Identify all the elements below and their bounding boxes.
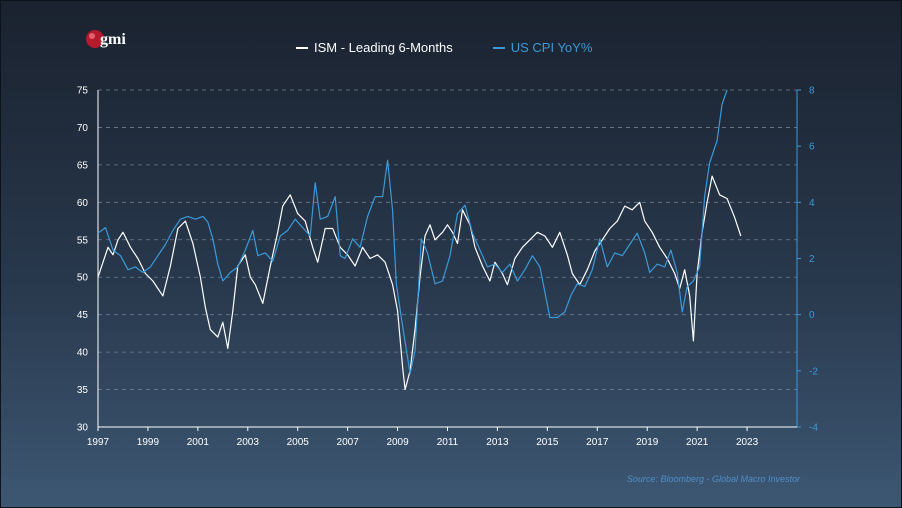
x-tick-label: 2021 (686, 437, 709, 448)
legend-label-cpi: US CPI YoY% (510, 40, 593, 55)
y-right-tick-label: -4 (809, 423, 818, 434)
legend-label-ism: ISM - Leading 6-Months (314, 40, 453, 55)
y-left-tick-label: 55 (77, 235, 89, 246)
y-right-tick-label: 0 (809, 310, 815, 321)
source-note: Source: Bloomberg - Global Macro Investo… (626, 474, 800, 484)
y-left-tick-label: 70 (77, 123, 89, 134)
x-tick-label: 2013 (486, 437, 509, 448)
y-right-tick-label: 6 (809, 142, 815, 153)
x-tick-label: 2005 (287, 437, 310, 448)
x-tick-label: 2019 (636, 437, 659, 448)
y-right-tick-label: -2 (809, 366, 818, 377)
x-tick-label: 2017 (586, 437, 609, 448)
y-right-tick-label: 2 (809, 254, 815, 265)
x-tick-label: 2003 (237, 437, 260, 448)
x-tick-label: 2015 (536, 437, 559, 448)
legend: ISM - Leading 6-Months US CPI YoY% (296, 40, 592, 55)
x-tick-label: 2007 (337, 437, 360, 448)
x-tick-label: 1997 (87, 437, 110, 448)
logo-text: gmi (100, 31, 126, 48)
x-tick-label: 2001 (187, 437, 210, 448)
y-left-tick-label: 40 (77, 348, 89, 359)
y-left-tick-label: 35 (77, 385, 89, 396)
y-right-tick-label: 4 (809, 198, 815, 209)
y-left-tick-label: 30 (77, 423, 89, 434)
y-right-tick-label: 8 (809, 86, 815, 97)
y-left-tick-label: 60 (77, 198, 89, 209)
legend-swatch-ism (296, 46, 308, 49)
legend-item-ism: ISM - Leading 6-Months (296, 40, 453, 55)
y-left-tick-label: 45 (77, 310, 89, 321)
x-tick-label: 2011 (437, 437, 459, 448)
x-tick-label: 1999 (137, 437, 160, 448)
legend-swatch-cpi (492, 46, 505, 49)
y-left-tick-label: 75 (77, 86, 89, 97)
x-tick-label: 2023 (736, 437, 759, 448)
y-left-tick-label: 50 (77, 273, 89, 284)
legend-item-cpi: US CPI YoY% (492, 40, 593, 55)
series-line-cpi (97, 89, 728, 375)
y-left-tick-label: 65 (77, 160, 89, 171)
gmi-logo: gmi (86, 30, 126, 48)
x-tick-label: 2009 (386, 437, 409, 448)
